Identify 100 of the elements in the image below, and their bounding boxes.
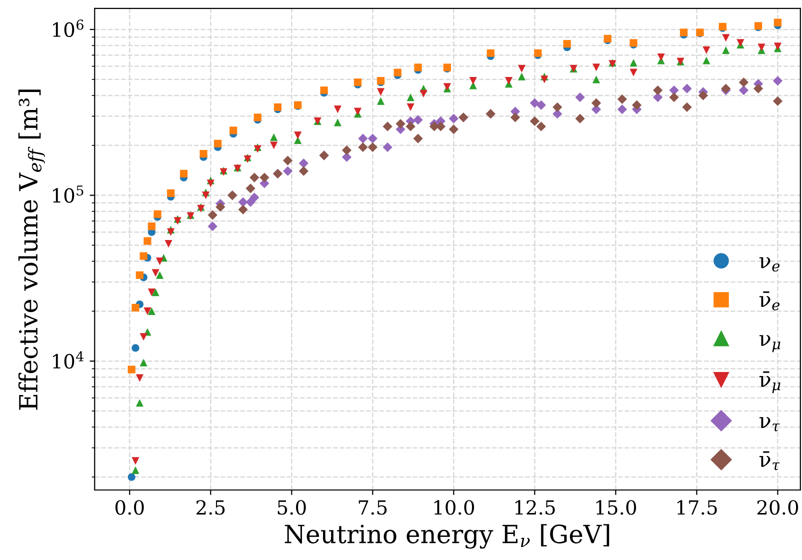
- point: [448, 124, 458, 134]
- point: [148, 307, 156, 315]
- point: [282, 166, 293, 176]
- point: [214, 140, 222, 148]
- x-tick-label: 0.0: [115, 500, 144, 515]
- point: [518, 72, 526, 80]
- point: [132, 304, 140, 312]
- point: [154, 210, 162, 218]
- point: [536, 122, 546, 132]
- point: [156, 257, 164, 266]
- point: [486, 49, 494, 57]
- legend-label: ν$_{τ}$: [759, 417, 780, 432]
- x-tick-label: 10.0: [434, 500, 474, 515]
- point: [657, 53, 665, 62]
- x-axis-title: Neutrino energy E$_{ν}$ [GeV]: [284, 524, 610, 549]
- point: [413, 134, 423, 144]
- point: [630, 68, 638, 76]
- point: [260, 172, 270, 182]
- point: [382, 122, 392, 132]
- point: [298, 166, 308, 176]
- x-tick-label: 7.5: [358, 500, 387, 515]
- point: [753, 84, 764, 94]
- point: [246, 184, 256, 194]
- point: [140, 358, 148, 366]
- point: [202, 191, 210, 200]
- point: [208, 210, 218, 220]
- point: [166, 228, 175, 236]
- point: [270, 133, 278, 142]
- y-tick-label: 10$^{4}$: [53, 351, 84, 369]
- point: [128, 366, 136, 374]
- point: [414, 64, 422, 72]
- legend-label: ν̄$_{μ}$: [759, 371, 780, 394]
- point: [334, 118, 342, 126]
- point: [632, 100, 642, 110]
- point: [358, 142, 368, 152]
- point: [540, 76, 548, 84]
- point: [394, 68, 402, 76]
- point: [298, 158, 308, 168]
- point: [342, 145, 352, 156]
- point: [152, 269, 160, 277]
- x-tick-label: 17.5: [677, 500, 717, 515]
- y-tick-label: 10$^{6}$: [53, 20, 84, 37]
- point: [274, 103, 282, 111]
- point: [200, 150, 208, 158]
- point: [144, 237, 152, 245]
- point: [617, 94, 627, 104]
- point: [132, 344, 140, 352]
- point: [591, 98, 602, 108]
- point: [358, 134, 368, 144]
- point: [376, 88, 385, 96]
- y-axis-title: Effective volume V$_{eff}$ [m³]: [18, 90, 45, 410]
- point: [282, 156, 293, 166]
- point: [575, 114, 585, 124]
- point: [669, 92, 679, 102]
- point: [698, 90, 708, 100]
- point: [722, 34, 730, 42]
- point: [536, 100, 546, 110]
- x-tick-label: 12.5: [515, 500, 555, 515]
- point: [592, 76, 600, 84]
- point: [136, 399, 144, 407]
- point: [653, 92, 663, 102]
- point: [208, 222, 218, 232]
- point: [563, 40, 571, 48]
- point: [738, 78, 748, 88]
- point: [682, 102, 692, 112]
- point: [406, 93, 414, 102]
- legend-label: ν$_{e}$: [759, 257, 780, 272]
- point: [156, 271, 164, 279]
- point: [617, 104, 627, 114]
- x-tick-label: 15.0: [596, 500, 636, 515]
- point: [166, 189, 175, 197]
- point: [530, 116, 540, 126]
- point: [250, 192, 260, 202]
- point: [530, 98, 540, 108]
- point: [230, 126, 238, 134]
- point: [406, 122, 416, 132]
- point: [420, 90, 428, 98]
- point: [140, 252, 148, 260]
- point: [354, 108, 362, 116]
- point: [128, 473, 136, 481]
- point: [406, 103, 414, 111]
- point: [630, 58, 638, 67]
- point: [552, 102, 562, 112]
- point: [702, 56, 710, 64]
- point: [238, 204, 248, 214]
- point: [413, 115, 423, 125]
- point: [132, 466, 140, 474]
- point: [376, 97, 385, 105]
- point: [180, 170, 188, 178]
- point: [320, 86, 328, 94]
- point: [294, 132, 302, 140]
- point: [382, 142, 392, 152]
- point: [669, 85, 679, 96]
- y-tick-label: 10$^{5}$: [53, 186, 84, 203]
- point: [136, 374, 144, 382]
- legend-label: ν$_{μ}$: [759, 335, 780, 352]
- point: [152, 288, 160, 296]
- point: [140, 333, 148, 341]
- legend-label: ν̄$_{τ}$: [759, 451, 780, 470]
- x-tick-label: 5.0: [278, 500, 306, 515]
